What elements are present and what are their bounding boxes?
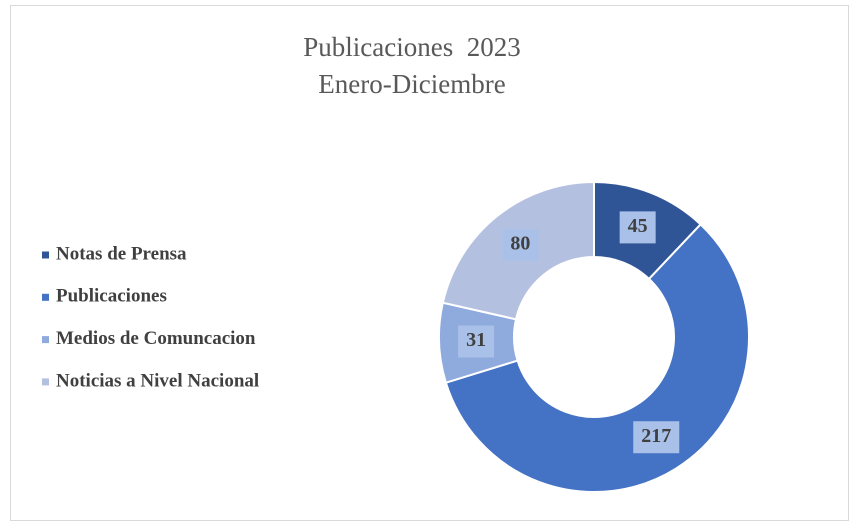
data-label-box — [633, 421, 680, 454]
legend-swatch — [42, 378, 49, 386]
data-label-box — [619, 211, 656, 244]
data-label: 80 — [510, 232, 530, 254]
chart-subtitle: Enero-Diciembre — [318, 69, 505, 99]
data-label: 45 — [628, 215, 648, 237]
data-label: 217 — [641, 425, 671, 447]
legend-label: Notas de Prensa — [56, 243, 187, 264]
data-label-box — [458, 325, 495, 358]
legend-label: Publicaciones — [56, 286, 167, 307]
chart-title: Publicaciones 2023 — [303, 32, 520, 62]
data-label: 31 — [466, 329, 486, 351]
legend-label: Noticias a Nivel Nacional — [56, 370, 259, 391]
data-label-box — [502, 228, 539, 261]
legend-swatch — [42, 336, 49, 344]
legend-swatch — [42, 293, 49, 301]
legend-swatch — [42, 251, 49, 259]
legend-label: Medios de Comuncacion — [56, 328, 256, 349]
